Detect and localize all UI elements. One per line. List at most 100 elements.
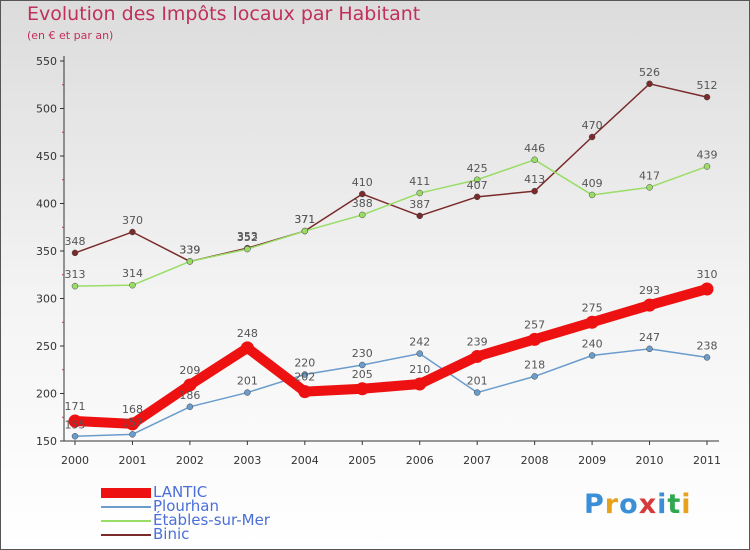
- data-label-etables-sur-mer: 425: [467, 162, 488, 175]
- logo-letter: P: [584, 489, 605, 520]
- logo-letter: x: [638, 489, 658, 520]
- data-label-binic: 339: [179, 243, 200, 256]
- data-label-plourhan: 242: [409, 336, 430, 349]
- chart-subtitle: (en € et par an): [27, 29, 114, 42]
- data-point-binic: [703, 93, 711, 101]
- data-point-binic: [359, 190, 366, 198]
- legend-label-binic: Binic: [153, 525, 190, 543]
- data-label-etables-sur-mer: 417: [639, 169, 660, 182]
- y-tick-label: 350: [36, 245, 57, 258]
- legend-label-plourhan: Plourhan: [153, 497, 220, 515]
- data-point-plourhan: [588, 352, 596, 359]
- data-point-binic: [416, 212, 423, 220]
- logo-letter: o: [619, 489, 639, 520]
- data-label-etables-sur-mer: 314: [122, 267, 143, 280]
- data-label-binic: 526: [639, 66, 660, 79]
- data-label-etables-sur-mer: 411: [409, 175, 430, 188]
- data-point-etables-sur-mer: [646, 184, 653, 191]
- data-point-binic: [71, 249, 79, 257]
- data-label-lantic: 209: [179, 364, 200, 377]
- data-point-lantic: [700, 282, 714, 296]
- x-tick-label: 2001: [118, 454, 146, 467]
- series-line-lantic: [74, 284, 709, 429]
- data-label-plourhan: 201: [237, 375, 258, 388]
- data-label-etables-sur-mer: 446: [524, 142, 545, 155]
- data-label-binic: 410: [352, 176, 373, 189]
- data-point-etables-sur-mer: [186, 258, 194, 265]
- data-label-etables-sur-mer: 339: [179, 243, 200, 256]
- x-tick-label: 2000: [61, 454, 89, 467]
- data-point-etables-sur-mer: [703, 163, 711, 170]
- data-label-lantic: 210: [409, 363, 430, 376]
- data-label-lantic: 248: [237, 327, 258, 340]
- data-label-etables-sur-mer: 313: [65, 268, 86, 281]
- data-label-lantic: 239: [467, 335, 488, 348]
- y-tick-label: 300: [36, 293, 57, 306]
- data-label-lantic: 171: [65, 400, 86, 413]
- data-point-plourhan: [244, 389, 251, 396]
- data-label-binic: 407: [467, 179, 488, 192]
- data-label-plourhan: 157: [122, 416, 143, 429]
- logo-letter: t: [667, 489, 682, 520]
- data-point-plourhan: [703, 354, 711, 361]
- data-point-plourhan: [359, 361, 366, 369]
- data-point-lantic: [355, 382, 369, 396]
- data-point-binic: [531, 187, 538, 195]
- data-point-lantic: [183, 378, 197, 392]
- x-tick-label: 2007: [463, 454, 491, 467]
- data-label-binic: 387: [409, 198, 430, 211]
- y-tick-label: 150: [36, 435, 57, 448]
- data-point-lantic: [125, 417, 139, 431]
- data-point-lantic: [413, 377, 427, 391]
- x-tick-label: 2004: [291, 454, 319, 467]
- x-tick-label: 2008: [521, 454, 549, 467]
- x-tick-label: 2006: [406, 454, 434, 467]
- data-point-lantic: [68, 414, 82, 428]
- data-point-plourhan: [71, 433, 79, 440]
- y-tick-label: 500: [36, 103, 57, 116]
- data-point-plourhan: [301, 371, 309, 378]
- data-label-binic: 353: [237, 230, 258, 243]
- x-tick-label: 2002: [176, 454, 204, 467]
- data-point-etables-sur-mer: [473, 176, 481, 183]
- data-point-plourhan: [129, 431, 136, 438]
- y-tick-label: 550: [36, 55, 57, 68]
- data-label-lantic: 205: [352, 368, 373, 381]
- data-point-lantic: [528, 332, 542, 346]
- data-point-etables-sur-mer: [359, 211, 366, 219]
- data-point-plourhan: [186, 403, 194, 411]
- data-label-lantic: 293: [639, 284, 660, 297]
- data-label-binic: 370: [122, 214, 143, 227]
- data-point-binic: [129, 228, 136, 236]
- data-label-lantic: 310: [697, 268, 718, 281]
- data-label-binic: 413: [524, 173, 545, 186]
- data-label-lantic: 257: [524, 318, 545, 331]
- series-layer: [68, 80, 714, 440]
- data-label-lantic: 168: [122, 403, 143, 416]
- y-tick-label: 400: [36, 198, 57, 211]
- data-label-plourhan: 247: [639, 331, 660, 344]
- data-point-plourhan: [416, 350, 423, 357]
- data-label-etables-sur-mer: 388: [352, 197, 373, 210]
- data-label-etables-sur-mer: 439: [697, 148, 718, 161]
- data-label-plourhan: 218: [524, 358, 545, 371]
- data-label-etables-sur-mer: 371: [294, 213, 315, 226]
- logo-letter: i: [657, 489, 668, 520]
- legend-label-etables-sur-mer: Étables-sur-Mer: [153, 511, 270, 529]
- x-tick-label: 2010: [636, 454, 664, 467]
- data-labels: 348 370 339 353 371 410 387 407 413 470 526 512 313 3…: [65, 66, 718, 431]
- data-point-plourhan: [646, 345, 653, 353]
- data-point-lantic: [585, 315, 599, 329]
- data-label-plourhan: 230: [352, 347, 373, 360]
- x-tick-label: 2005: [348, 454, 376, 467]
- data-label-etables-sur-mer: 409: [582, 177, 603, 190]
- data-point-etables-sur-mer: [71, 282, 79, 290]
- data-label-plourhan: 201: [467, 375, 488, 388]
- data-point-lantic: [470, 349, 484, 363]
- data-label-lantic: 275: [582, 301, 603, 314]
- y-tick-label: 200: [36, 388, 57, 401]
- data-point-plourhan: [531, 373, 538, 380]
- data-point-lantic: [298, 385, 312, 399]
